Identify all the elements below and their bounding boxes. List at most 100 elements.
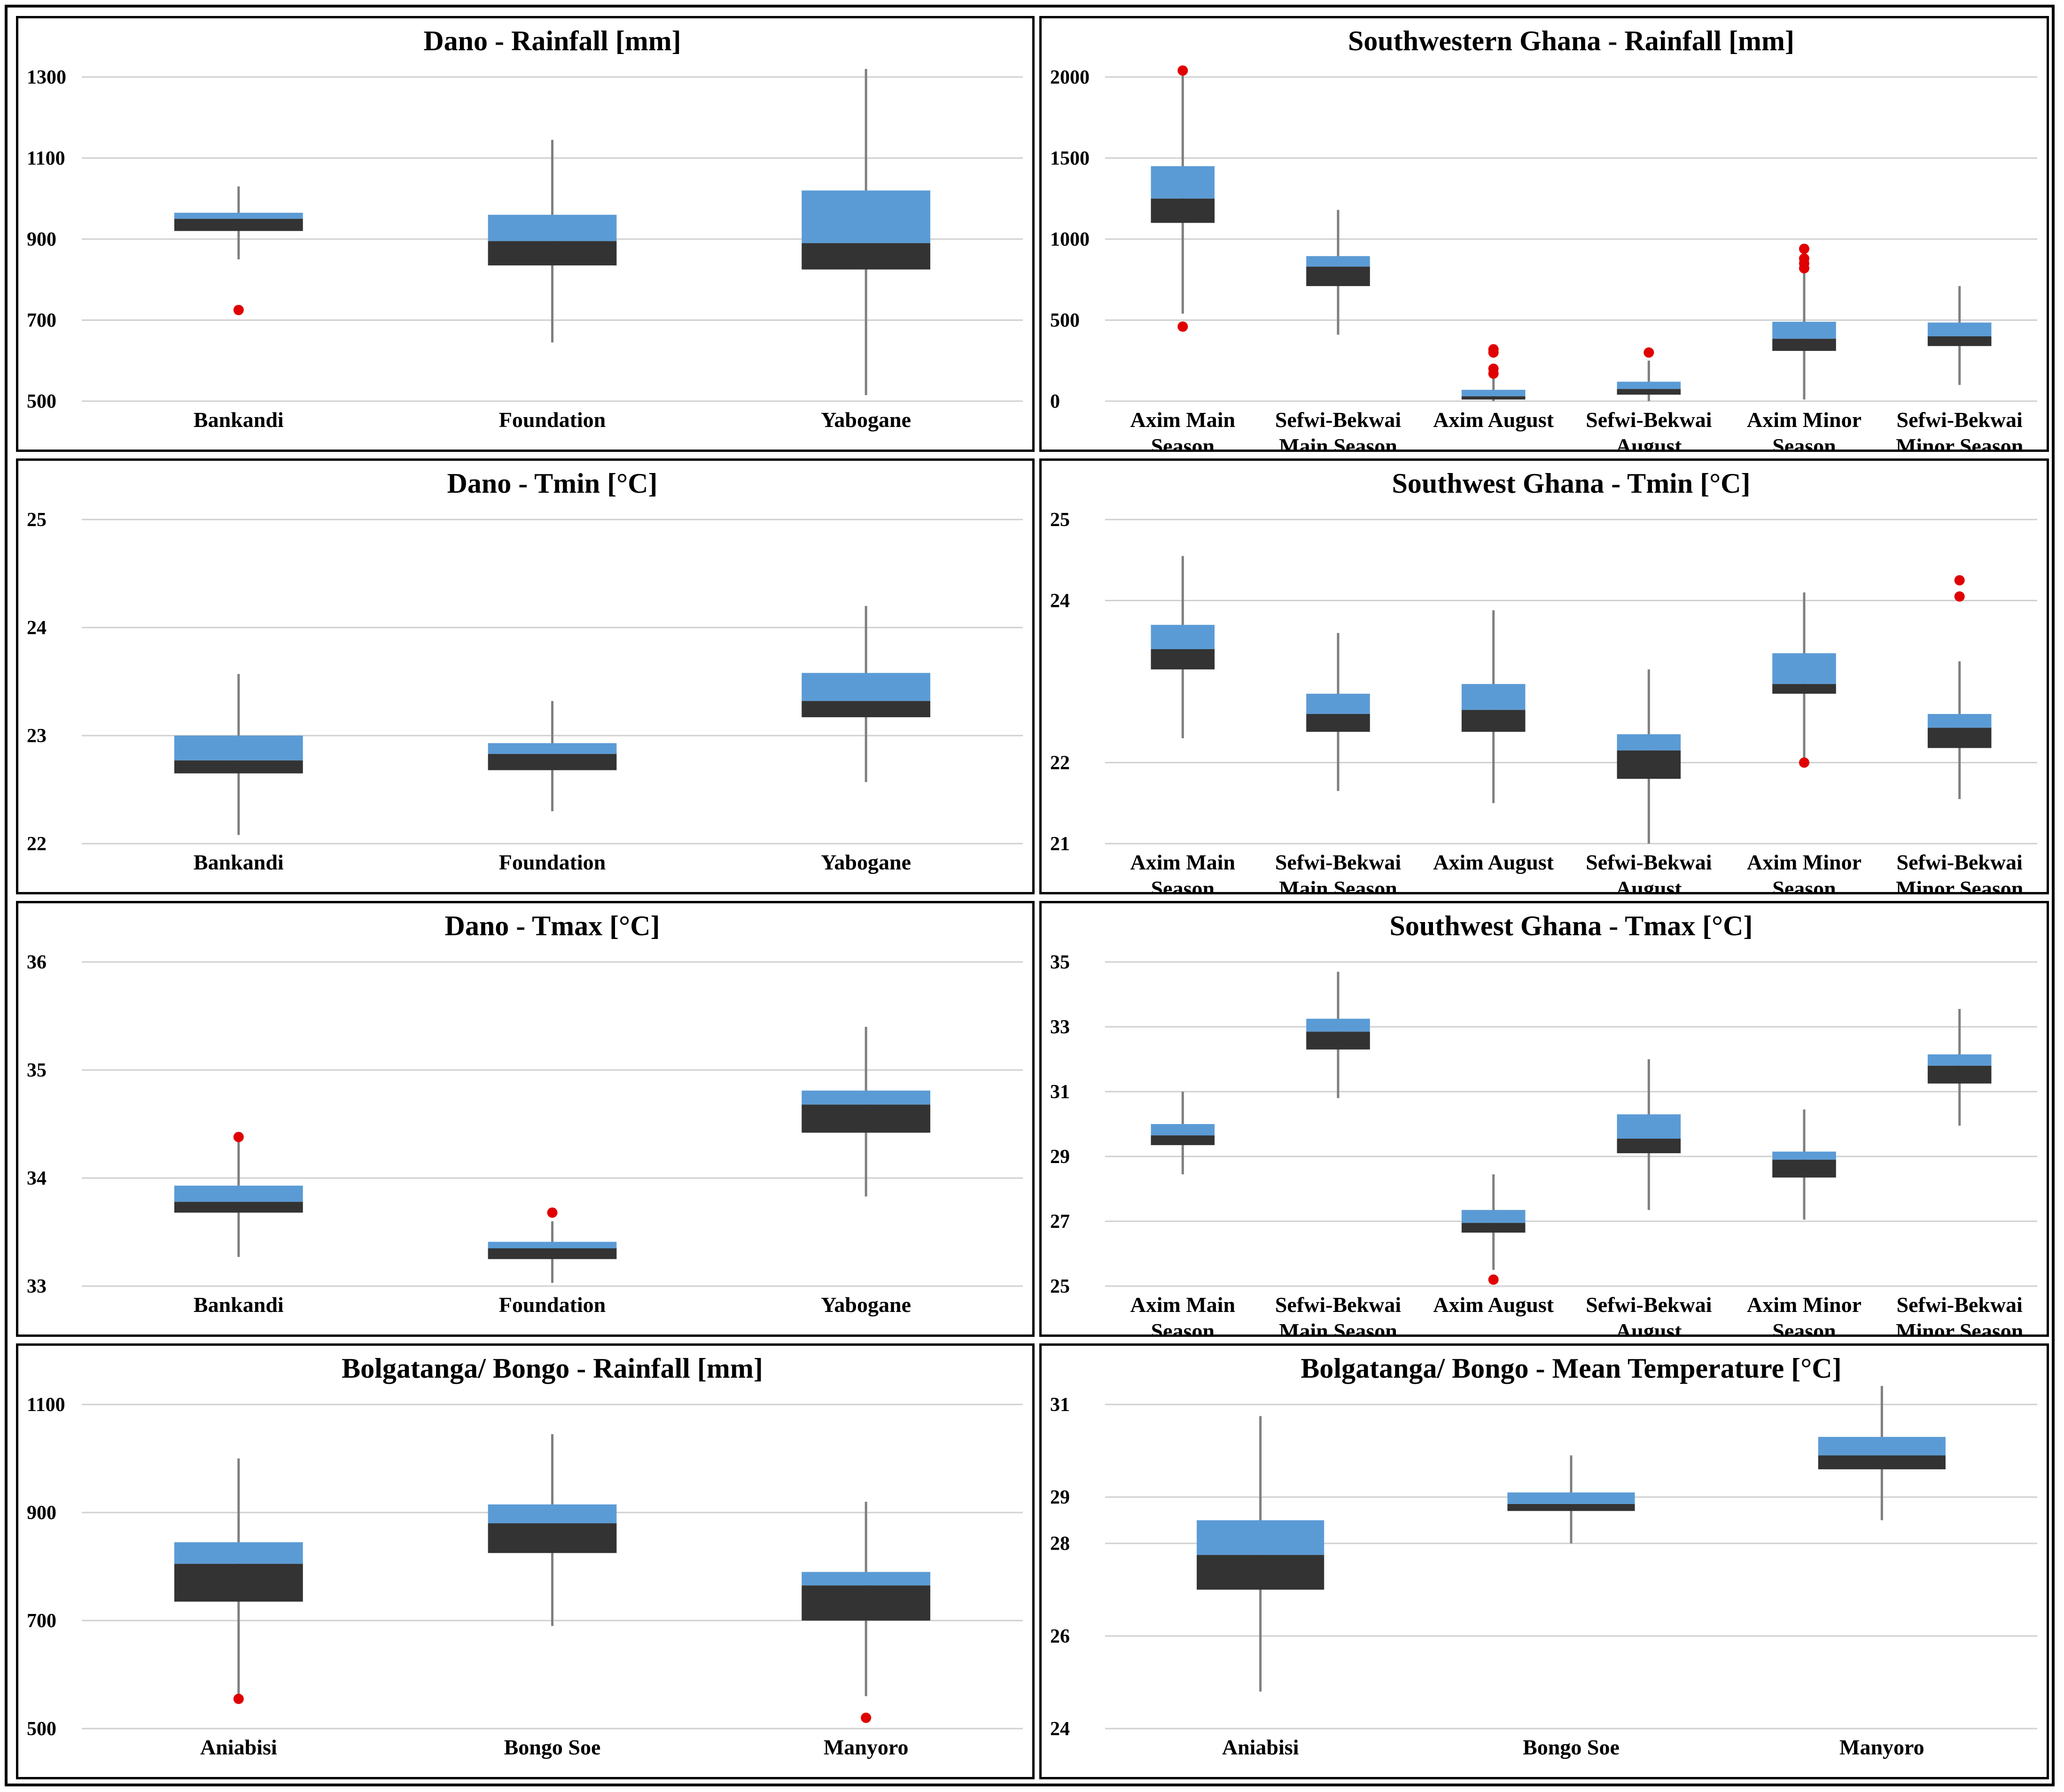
y-tick-label: 22 (1050, 752, 1070, 774)
y-tick-label: 900 (27, 229, 56, 250)
box-lower-quartile (1461, 1223, 1526, 1233)
y-tick-label: 23 (27, 725, 47, 747)
box-upper-quartile (1617, 1114, 1681, 1139)
box-lower-quartile (1151, 198, 1215, 223)
box-upper-quartile (1461, 1210, 1526, 1223)
category-label: Axim Minor (1747, 1293, 1861, 1317)
category-label: Axim August (1433, 408, 1554, 432)
panel-bolgatanga-mean-temp: Bolgatanga/ Bongo - Mean Temperature [°C… (1039, 1343, 2049, 1779)
category-label: Season (1151, 434, 1215, 450)
y-tick-label: 36 (27, 952, 47, 973)
panel-dano-rainfall: Dano - Rainfall [mm] 500 700 900 1100 1300 Ban… (16, 16, 1035, 452)
y-tick-label: 33 (1050, 1016, 1070, 1038)
y-tick-label: 31 (1050, 1394, 1070, 1416)
chart-bolgatanga-rainfall: Bolgatanga/ Bongo - Rainfall [mm] 500 700 9… (27, 1353, 1023, 1759)
outlier-point (861, 1713, 872, 1723)
box-lower-quartile (802, 1104, 931, 1133)
box-lower-quartile (1461, 710, 1526, 732)
box-upper-quartile (174, 212, 303, 219)
box-2 (1306, 209, 1370, 335)
category-label: Bankandi (194, 1293, 284, 1317)
box-4 (1617, 347, 1681, 401)
box-1 (1151, 556, 1215, 738)
category-label: Bankandi (194, 408, 284, 432)
y-tick-label: 22 (27, 833, 47, 855)
category-label: Axim Main (1130, 850, 1236, 874)
box-lower-quartile (488, 241, 617, 266)
y-tick-label: 35 (27, 1060, 47, 1081)
box-6 (1927, 575, 1992, 799)
category-label: Season (1772, 434, 1836, 450)
box-lower-quartile (174, 1202, 303, 1213)
box-4 (1617, 669, 1681, 844)
y-tick-label: 25 (27, 509, 47, 531)
y-tick-label: 500 (1050, 310, 1080, 332)
box-upper-quartile (802, 673, 931, 701)
box-lower-quartile (488, 1523, 617, 1553)
box-upper-quartile (802, 1572, 931, 1586)
outlier-point (233, 304, 244, 315)
chart-title: Southwest Ghana - Tmax [°C] (1390, 910, 1753, 941)
y-tick-label: 35 (1050, 952, 1070, 973)
category-label: Season (1772, 877, 1836, 892)
panel-sw-ghana-rainfall: Southwestern Ghana - Rainfall [mm] 0 500 10… (1039, 16, 2049, 452)
category-label: Bongo Soe (1523, 1735, 1620, 1759)
box-5 (1772, 1109, 1836, 1220)
y-tick-label: 24 (1050, 590, 1070, 612)
category-label: Season (1151, 1319, 1215, 1334)
box-upper-quartile (1927, 714, 1992, 728)
y-tick-label: 25 (1050, 1276, 1070, 1297)
y-tick-label: 29 (1050, 1487, 1070, 1508)
box-upper-quartile (802, 1090, 931, 1105)
panel-dano-tmax: Dano - Tmax [°C] 33 34 35 36 Bankandi Foundati… (16, 901, 1035, 1337)
category-label: Season (1772, 1319, 1836, 1334)
box-lower-quartile (802, 701, 931, 717)
box-lower-quartile (1617, 1139, 1681, 1154)
box-1 (174, 674, 303, 835)
category-label: August (1616, 434, 1682, 450)
y-tick-label: 31 (1050, 1081, 1070, 1103)
box-lower-quartile (1151, 1135, 1215, 1145)
chart-title: Dano - Tmin [°C] (447, 468, 658, 499)
chart-sw-ghana-tmax: Southwest Ghana - Tmax [°C] 25 27 29 31 33 35 A… (1050, 910, 2037, 1334)
box-2 (488, 1207, 617, 1283)
category-label: Minor Season (1896, 434, 2023, 450)
panel-bolgatanga-rainfall: Bolgatanga/ Bongo - Rainfall [mm] 500 700 9… (16, 1343, 1035, 1779)
panel-dano-tmin: Dano - Tmin [°C] 22 23 24 25 Bankandi Foundati… (16, 458, 1035, 894)
outlier-point (233, 1132, 244, 1142)
y-tick-label: 700 (27, 310, 56, 332)
box-lower-quartile (174, 760, 303, 774)
box-6 (1927, 1009, 1992, 1126)
box-2 (1306, 633, 1370, 791)
box-upper-quartile (1306, 693, 1370, 714)
category-label: Manyoro (1839, 1735, 1924, 1759)
box-upper-quartile (1772, 321, 1836, 339)
box-lower-quartile (1772, 684, 1836, 694)
category-label: Aniabisi (200, 1735, 277, 1759)
category-label: Axim Minor (1747, 850, 1861, 874)
box-lower-quartile (1927, 728, 1992, 748)
chart-dano-rainfall: Dano - Rainfall [mm] 500 700 900 1100 1300 Ban… (27, 25, 1023, 432)
box-upper-quartile (1772, 1151, 1836, 1160)
y-tick-label: 2000 (1050, 67, 1090, 88)
outlier-point (1799, 243, 1809, 254)
panel-sw-ghana-tmax: Southwest Ghana - Tmax [°C] 25 27 29 31 33 35 A… (1039, 901, 2049, 1337)
box-lower-quartile (174, 218, 303, 231)
box-upper-quartile (1197, 1520, 1324, 1555)
outlier-point (1177, 65, 1188, 76)
box-lower-quartile (1507, 1504, 1635, 1511)
chart-title: Dano - Rainfall [mm] (423, 25, 681, 56)
box-5 (1772, 243, 1836, 400)
box-upper-quartile (1306, 1018, 1370, 1032)
box-lower-quartile (488, 1248, 617, 1259)
category-label: Sefwi-Bekwai (1275, 408, 1402, 432)
box-3 (802, 69, 931, 396)
box-upper-quartile (174, 1186, 303, 1202)
box-upper-quartile (1617, 734, 1681, 751)
box-upper-quartile (1818, 1437, 1946, 1456)
box-lower-quartile (1461, 396, 1526, 400)
category-label: Manyoro (824, 1735, 909, 1759)
category-label: Axim Minor (1747, 408, 1861, 432)
category-label: Axim Main (1130, 408, 1236, 432)
category-label: Axim Main (1130, 1293, 1236, 1317)
